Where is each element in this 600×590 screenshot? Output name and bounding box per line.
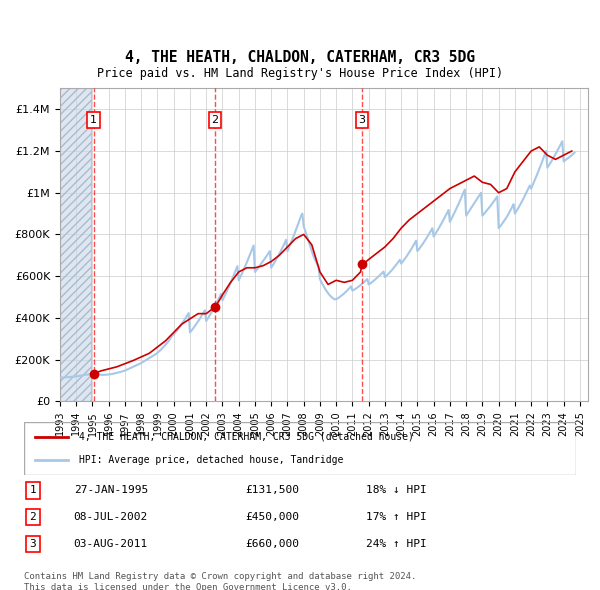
Text: 03-AUG-2011: 03-AUG-2011 [74,539,148,549]
Text: 4, THE HEATH, CHALDON, CATERHAM, CR3 5DG (detached house): 4, THE HEATH, CHALDON, CATERHAM, CR3 5DG… [79,432,414,442]
Bar [60,88,91,401]
Bar [60,88,91,401]
Text: 18% ↓ HPI: 18% ↓ HPI [366,486,427,495]
Text: 27-JAN-1995: 27-JAN-1995 [74,486,148,495]
Text: 1: 1 [29,486,36,495]
Text: HPI: Average price, detached house, Tandridge: HPI: Average price, detached house, Tand… [79,455,344,465]
Text: 2: 2 [29,512,36,522]
Text: £131,500: £131,500 [245,486,299,495]
Text: 1: 1 [90,115,97,124]
Text: Contains HM Land Registry data © Crown copyright and database right 2024.
This d: Contains HM Land Registry data © Crown c… [24,572,416,590]
Text: 3: 3 [29,539,36,549]
Text: £450,000: £450,000 [245,512,299,522]
Text: 08-JUL-2002: 08-JUL-2002 [74,512,148,522]
Text: £660,000: £660,000 [245,539,299,549]
Text: 4, THE HEATH, CHALDON, CATERHAM, CR3 5DG: 4, THE HEATH, CHALDON, CATERHAM, CR3 5DG [125,50,475,65]
Text: 24% ↑ HPI: 24% ↑ HPI [366,539,427,549]
Text: 17% ↑ HPI: 17% ↑ HPI [366,512,427,522]
Text: Price paid vs. HM Land Registry's House Price Index (HPI): Price paid vs. HM Land Registry's House … [97,67,503,80]
Text: 2: 2 [211,115,218,124]
Text: 3: 3 [359,115,365,124]
